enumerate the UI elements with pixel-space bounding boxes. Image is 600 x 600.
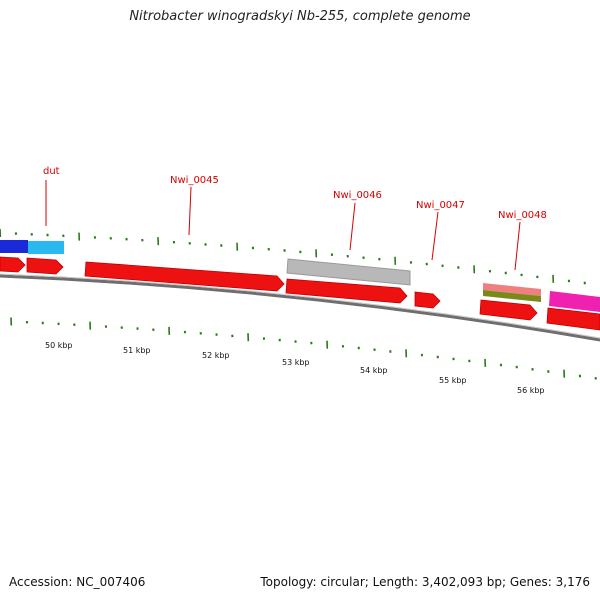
cds-arrow [0, 256, 26, 273]
cds-arrows [0, 256, 600, 331]
scale-label-50kbp: 50 kbp [45, 341, 73, 350]
scale-label-56kbp: 56 kbp [517, 386, 545, 395]
feature-blue [0, 240, 28, 253]
scale-label-51kbp: 51 kbp [123, 346, 151, 355]
gene-label-nwi-0047: Nwi_0047 [416, 200, 465, 211]
genome-backbone-highlight [0, 273, 600, 339]
cds-arrow [546, 307, 600, 331]
scale-label-53kbp: 53 kbp [282, 358, 310, 367]
feature-olive [483, 290, 541, 302]
gene-label-nwi-0045: Nwi_0045 [170, 175, 219, 186]
scale-label-54kbp: 54 kbp [360, 366, 388, 375]
cds-arrow [479, 299, 538, 321]
inner-tick-ring [10, 317, 597, 380]
cds-arrow [285, 278, 408, 304]
map-title: Nitrobacter winogradskyi Nb-255, complet… [129, 9, 471, 24]
scale-label-52kbp: 52 kbp [202, 351, 230, 360]
leader-nwi-0046 [349, 202, 356, 251]
gene-label-nwi-0046: Nwi_0046 [333, 190, 382, 201]
accession-text: Accession: NC_007406 [9, 575, 146, 589]
cds-arrow [414, 291, 441, 309]
genome-backbone [0, 274, 600, 342]
upper-features [0, 240, 600, 312]
feature-magenta [549, 291, 600, 312]
leader-nwi-0045 [188, 186, 192, 236]
cds-arrow [84, 261, 285, 292]
outer-tick-ring [0, 228, 586, 285]
feature-gray [286, 258, 411, 286]
gene-label-dut: dut [43, 166, 60, 177]
gene-label-nwi-0048: Nwi_0048 [498, 210, 547, 221]
leader-nwi-0048 [514, 221, 521, 271]
feature-salmon [483, 283, 541, 296]
genome-summary-text: Topology: circular; Length: 3,402,093 bp… [260, 575, 590, 589]
scale-label-55kbp: 55 kbp [439, 376, 467, 385]
label-leaders [45, 180, 521, 271]
cds-arrow [26, 257, 64, 275]
leader-nwi-0047 [431, 211, 439, 261]
feature-cyan [28, 241, 64, 254]
